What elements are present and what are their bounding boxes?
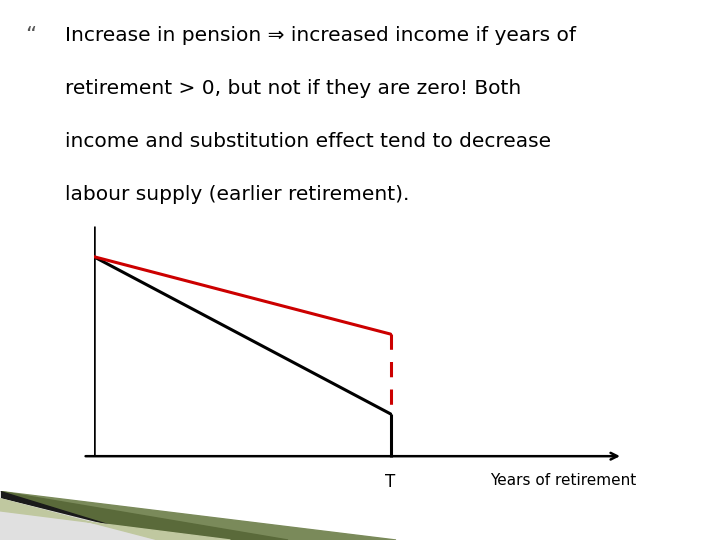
Text: Years of retirement: Years of retirement	[490, 472, 636, 488]
Polygon shape	[0, 491, 158, 540]
Text: T: T	[385, 472, 396, 491]
Text: Increase in pension ⇒ increased income if years of: Increase in pension ⇒ increased income i…	[65, 26, 576, 45]
Polygon shape	[0, 491, 187, 540]
Polygon shape	[0, 491, 396, 540]
Polygon shape	[0, 491, 288, 540]
Text: retirement > 0, but not if they are zero! Both: retirement > 0, but not if they are zero…	[65, 79, 521, 98]
Polygon shape	[0, 491, 720, 540]
Text: income and substitution effect tend to decrease: income and substitution effect tend to d…	[65, 132, 551, 151]
Text: “: “	[25, 26, 36, 46]
Text: labour supply (earlier retirement).: labour supply (earlier retirement).	[65, 185, 409, 204]
Polygon shape	[0, 499, 230, 540]
